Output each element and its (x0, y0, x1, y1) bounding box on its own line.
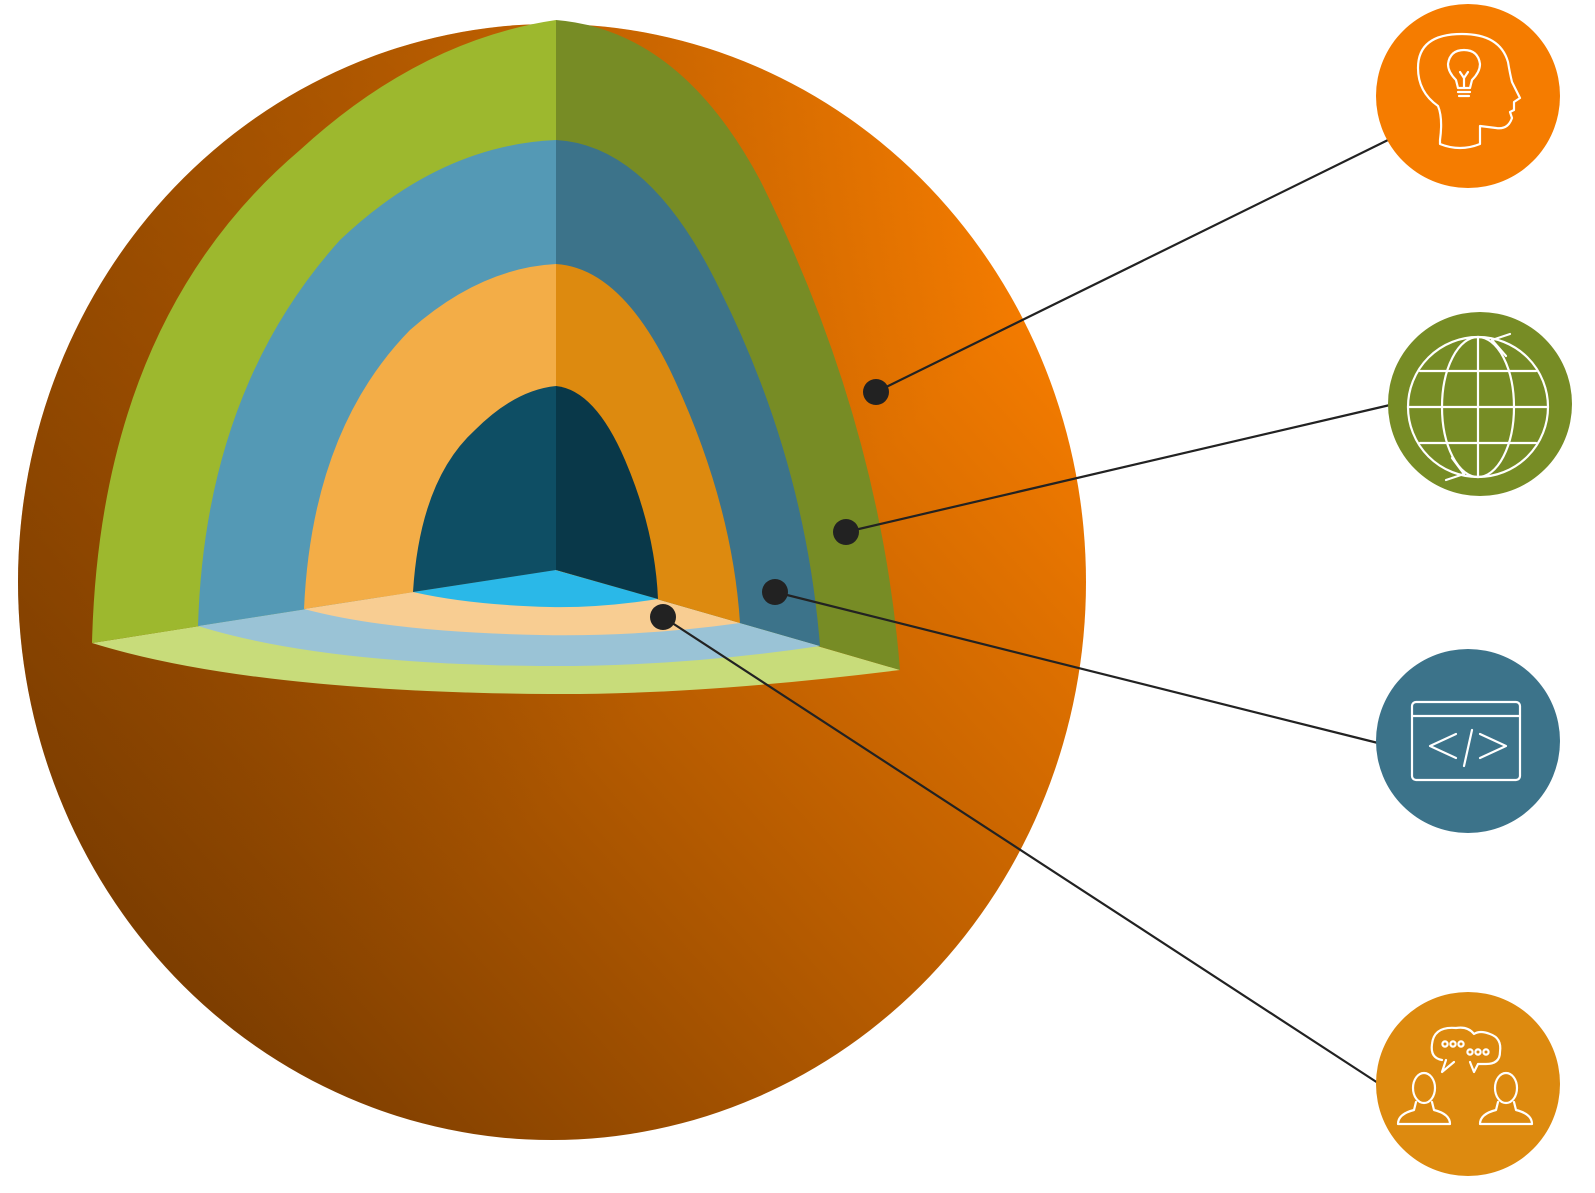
marker-dot-3 (762, 579, 788, 605)
layer-core-front (413, 386, 556, 592)
connector-line-1 (875, 139, 1389, 393)
callout-circle-code (1376, 649, 1560, 833)
globe-arrows-icon (1406, 332, 1550, 482)
connector-line-3 (774, 590, 1379, 745)
callout-global (1388, 312, 1572, 496)
layer-core-floor (413, 570, 658, 608)
layer-core (413, 386, 658, 608)
callout-idea (1376, 4, 1560, 188)
markers (650, 379, 889, 630)
callout-communication (1376, 992, 1560, 1176)
connectors (662, 139, 1391, 1084)
connector-line-2 (845, 403, 1391, 534)
connector-line-4 (662, 616, 1379, 1084)
code-window-icon (1410, 700, 1522, 782)
marker-dot-2 (833, 519, 859, 545)
marker-dot-4 (650, 604, 676, 630)
callout-circle-global (1388, 312, 1572, 496)
callout-code (1376, 649, 1560, 833)
people-chat-icon (1396, 1026, 1534, 1126)
marker-dot-1 (863, 379, 889, 405)
head-lightbulb-icon (1416, 32, 1522, 150)
layer-core-side (556, 386, 658, 599)
callout-circle-communication (1376, 992, 1560, 1176)
